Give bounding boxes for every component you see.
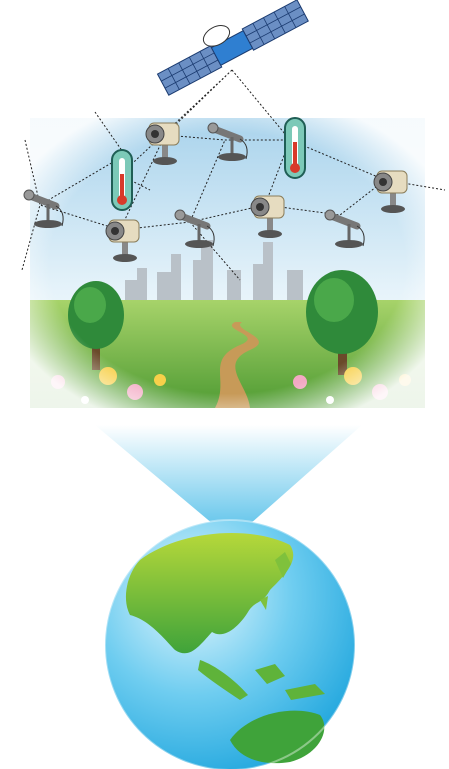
thermometer: [285, 118, 305, 178]
globe: [105, 520, 355, 769]
page: [0, 0, 449, 769]
landscape-panel: [30, 118, 425, 408]
illustration: [0, 0, 449, 769]
thermometer: [112, 150, 132, 210]
satellite: [150, 0, 308, 95]
